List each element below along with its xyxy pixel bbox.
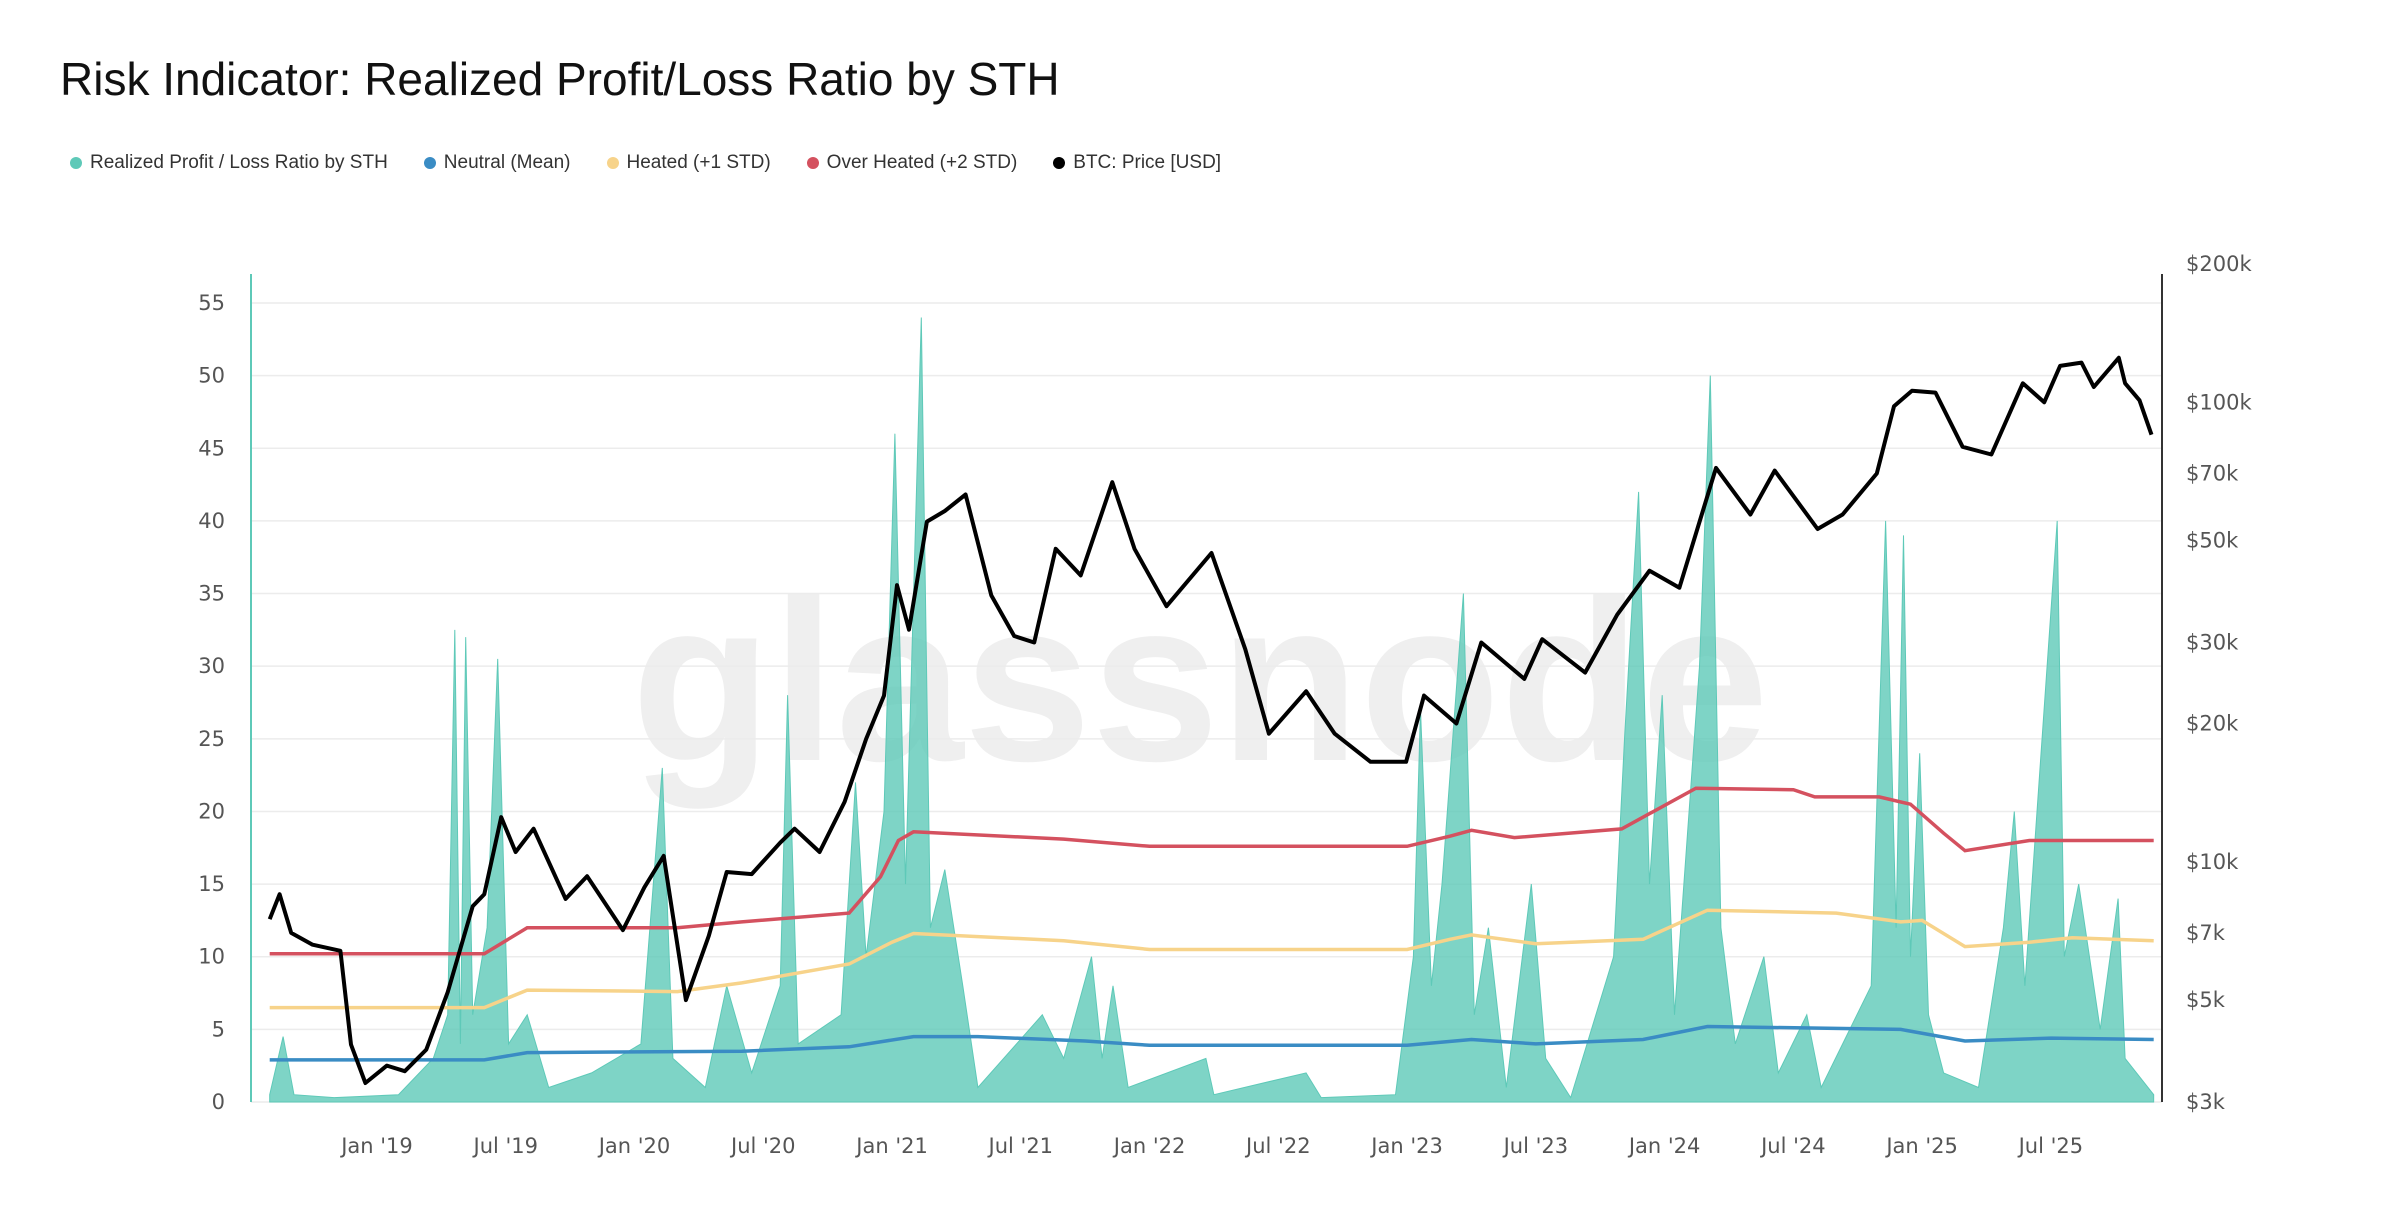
watermark: glassnode xyxy=(631,552,1769,809)
y-left-tick-label: 0 xyxy=(212,1090,225,1114)
legend-item-overheated[interactable]: Over Heated (+2 STD) xyxy=(806,152,1018,174)
x-tick-label: Jul '19 xyxy=(472,1134,539,1158)
heated-line xyxy=(269,908,2154,1010)
legend-item-heated[interactable]: Heated (+1 STD) xyxy=(606,152,771,174)
y-right-tick-label: $20k xyxy=(2186,711,2239,735)
x-tick-label: Jul '22 xyxy=(1244,1134,1311,1158)
y-left-tick-label: 40 xyxy=(198,509,225,533)
y-left-tick-label: 45 xyxy=(198,436,225,460)
x-tick-label: Jan '25 xyxy=(1884,1134,1958,1158)
y-left-tick-label: 10 xyxy=(198,945,225,969)
legend-dot xyxy=(70,157,82,169)
x-tick-label: Jan '24 xyxy=(1627,1134,1701,1158)
legend-dot xyxy=(806,157,819,169)
legend-label: Heated (+1 STD) xyxy=(626,152,771,173)
y-right-tick-label: $10k xyxy=(2186,850,2239,874)
ratio-area xyxy=(269,317,2155,1103)
legend-label: BTC: Price [USD] xyxy=(1073,152,1222,173)
x-tick-label: Jan '23 xyxy=(1369,1134,1443,1158)
y-right-tick-label: $100k xyxy=(2186,390,2252,414)
x-tick-label: Jul '21 xyxy=(987,1134,1054,1158)
y-right-tick-label: $3k xyxy=(2186,1090,2226,1114)
legend-dot xyxy=(423,157,436,169)
legend-item-price[interactable]: BTC: Price [USD] xyxy=(1053,152,1221,174)
neutral-line xyxy=(269,1024,2154,1062)
x-tick-label: Jan '20 xyxy=(597,1134,671,1158)
y-left-tick-label: 25 xyxy=(198,727,225,751)
legend-label: Realized Profit / Loss Ratio by STH xyxy=(90,152,388,173)
y-right-tick-label: $5k xyxy=(2186,988,2226,1012)
x-tick-label: Jan '22 xyxy=(1112,1134,1186,1158)
legend-label: Neutral (Mean) xyxy=(443,152,571,173)
y-left-tick-label: 30 xyxy=(198,654,225,678)
x-tick-label: Jul '23 xyxy=(1502,1134,1569,1158)
legend-dot xyxy=(1053,157,1066,169)
y-left-tick-label: 35 xyxy=(198,582,225,606)
y-left-tick-label: 55 xyxy=(198,291,225,315)
legend-label: Over Heated (+2 STD) xyxy=(826,152,1018,173)
y-left-tick-label: 15 xyxy=(198,872,225,896)
y-right-tick-label: $50k xyxy=(2186,529,2239,553)
x-tick-label: Jan '19 xyxy=(339,1134,413,1158)
y-left-tick-label: 50 xyxy=(198,364,225,388)
legend: Realized Profit / Loss Ratio by STH Neut… xyxy=(70,152,1221,174)
overheated-line xyxy=(269,786,2154,956)
x-tick-label: Jan '21 xyxy=(854,1134,928,1158)
x-tick-label: Jul '20 xyxy=(729,1134,796,1158)
legend-dot xyxy=(606,157,619,169)
x-tick-label: Jul '24 xyxy=(1759,1134,1826,1158)
legend-item-neutral[interactable]: Neutral (Mean) xyxy=(423,152,571,174)
chart-title: Risk Indicator: Realized Profit/Loss Rat… xyxy=(60,53,1060,105)
y-right-tick-label: $30k xyxy=(2186,631,2239,655)
x-tick-label: Jul '25 xyxy=(2017,1134,2084,1158)
y-right-tick-label: $7k xyxy=(2186,921,2226,945)
y-right-tick-label: $70k xyxy=(2186,461,2239,485)
y-right-tick-label: $200k xyxy=(2186,252,2252,276)
legend-item-ratio[interactable]: Realized Profit / Loss Ratio by STH xyxy=(70,152,388,174)
y-left-tick-label: 20 xyxy=(198,799,225,823)
y-left-tick-label: 5 xyxy=(212,1017,225,1041)
price-line xyxy=(267,355,2154,1085)
